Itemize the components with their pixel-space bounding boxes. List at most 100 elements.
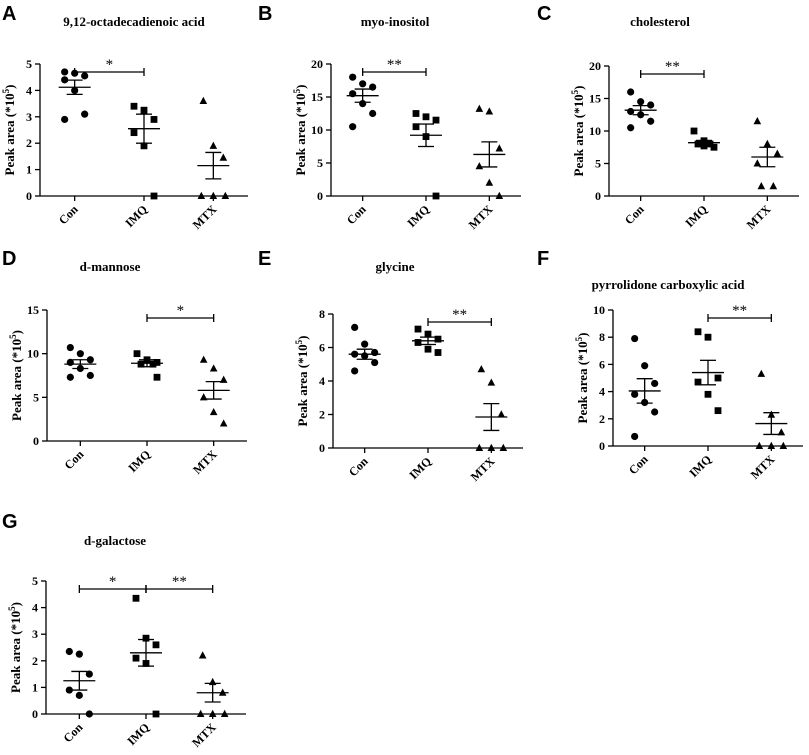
y-tick-label: 20 <box>311 57 323 71</box>
y-tick-label: 20 <box>589 59 601 73</box>
y-tick-label: 2 <box>319 408 325 422</box>
y-tick-label: 15 <box>27 303 39 317</box>
data-point-con <box>349 73 357 81</box>
y-tick-label: 8 <box>319 307 325 321</box>
data-point-mtx <box>199 355 208 363</box>
data-point-mtx <box>219 419 228 427</box>
y-tick-label: 5 <box>32 574 38 588</box>
data-point-imq <box>140 142 148 150</box>
data-point-con <box>66 373 74 381</box>
data-point-con <box>86 356 94 364</box>
x-tick-label: IMQ <box>682 202 710 230</box>
data-point-imq <box>414 325 422 333</box>
data-point-con <box>637 98 645 106</box>
y-tick-label: 1 <box>26 163 32 177</box>
data-point-imq <box>137 360 145 368</box>
data-point-con <box>65 686 73 694</box>
data-point-mtx <box>199 96 208 104</box>
data-point-con <box>86 371 94 380</box>
data-point-mtx <box>755 441 764 449</box>
x-tick-label: MTX <box>189 720 219 750</box>
data-point-con <box>651 379 659 388</box>
data-point-imq <box>149 360 157 368</box>
data-point-imq <box>132 654 140 662</box>
data-point-imq <box>424 345 432 353</box>
data-point-con <box>85 670 93 678</box>
data-point-mtx <box>221 191 230 199</box>
x-tick-label: MTX <box>744 202 774 232</box>
y-tick-label: 10 <box>27 347 39 361</box>
data-point-con <box>627 107 635 116</box>
data-point-con <box>371 348 379 357</box>
data-point-imq <box>132 594 140 602</box>
y-tick-label: 10 <box>589 124 601 138</box>
data-point-mtx <box>779 441 788 449</box>
y-tick-label: 4 <box>319 374 325 388</box>
x-tick-label: Con <box>346 454 371 479</box>
y-tick-label: 8 <box>599 330 605 344</box>
y-tick-label: 5 <box>26 57 32 71</box>
significance-label: ** <box>452 307 467 323</box>
data-point-imq <box>700 142 708 150</box>
data-point-imq <box>133 350 141 358</box>
significance-label: ** <box>172 574 187 590</box>
y-tick-label: 0 <box>32 707 38 721</box>
x-tick-label: Con <box>56 202 81 227</box>
data-point-con <box>359 80 367 88</box>
data-point-imq <box>152 710 160 718</box>
data-point-mtx <box>208 709 217 717</box>
data-point-con <box>647 101 655 109</box>
data-point-mtx <box>495 144 504 152</box>
significance-label: ** <box>665 59 680 75</box>
data-point-imq <box>432 116 440 124</box>
y-tick-label: 5 <box>317 156 323 170</box>
y-axis-label: Peak area (*105) <box>294 336 310 427</box>
y-tick-label: 3 <box>32 627 38 641</box>
y-tick-label: 15 <box>311 90 323 104</box>
data-point-con <box>81 110 89 118</box>
panel-letter: F <box>537 248 549 270</box>
significance-label: * <box>109 574 117 590</box>
y-tick-label: 15 <box>589 92 601 106</box>
data-point-mtx <box>220 709 229 717</box>
data-point-con <box>349 123 357 131</box>
data-point-mtx <box>199 393 208 401</box>
data-point-mtx <box>209 407 218 416</box>
data-point-imq <box>704 333 712 341</box>
x-tick-label: Con <box>344 202 369 227</box>
data-point-mtx <box>763 139 772 147</box>
x-tick-label: IMQ <box>686 452 714 480</box>
y-axis-label: Peak area (*105) <box>570 86 586 177</box>
data-point-mtx <box>769 182 778 190</box>
data-point-con <box>631 390 639 398</box>
y-tick-label: 3 <box>26 110 32 124</box>
data-point-con <box>351 323 359 331</box>
data-point-con <box>75 650 83 658</box>
data-point-con <box>361 340 369 348</box>
data-point-con <box>61 76 69 84</box>
significance-label: * <box>106 57 114 73</box>
x-tick-label: Con <box>61 447 86 472</box>
data-point-con <box>369 83 377 91</box>
data-point-con <box>66 343 74 352</box>
data-point-con <box>627 88 635 96</box>
y-tick-label: 5 <box>595 157 601 171</box>
data-point-imq <box>424 330 432 338</box>
y-tick-label: 2 <box>26 136 32 150</box>
y-tick-label: 2 <box>32 654 38 668</box>
y-tick-label: 0 <box>595 189 601 203</box>
chart-title: glycine <box>376 259 415 274</box>
chart-title: pyrrolidone carboxylic acid <box>592 277 746 292</box>
panel-letter: B <box>258 3 272 25</box>
data-point-imq <box>130 129 138 137</box>
data-point-mtx <box>757 182 766 190</box>
data-point-mtx <box>767 441 776 449</box>
panel-g: Gd-galactose 0 1 2 3 4 5 Con IMQ MTX Peak area (*1… <box>2 511 246 750</box>
significance-label: ** <box>732 303 747 319</box>
y-axis-label: Peak area (*105) <box>8 330 24 421</box>
significance-label: ** <box>387 57 402 73</box>
data-point-imq <box>694 378 702 386</box>
data-point-mtx <box>198 651 207 659</box>
data-point-con <box>371 358 379 367</box>
